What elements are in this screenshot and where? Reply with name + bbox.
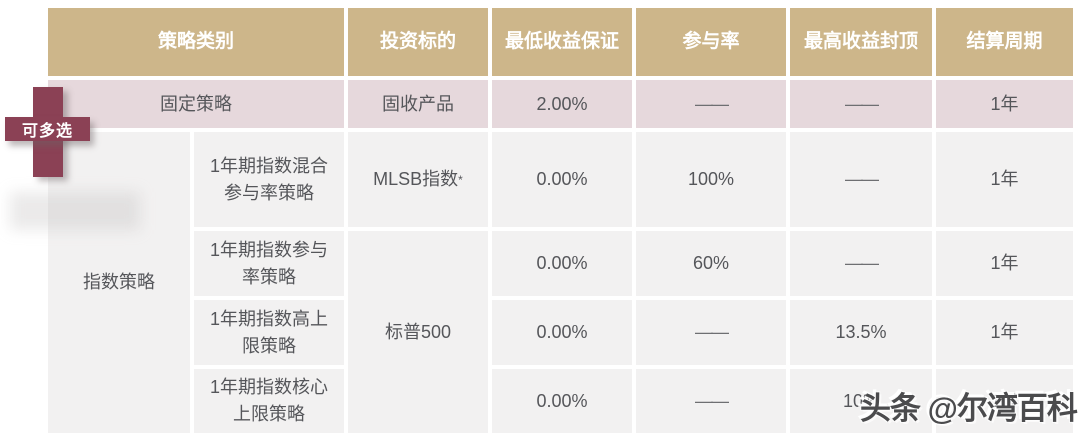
header-investment-target: 投资标的	[348, 8, 488, 76]
badge-ghost-shadow	[10, 192, 140, 230]
cell-fixed-category: 固定策略	[48, 80, 344, 128]
strategy-table: 策略类别 投资标的 最低收益保证 参与率 最高收益封顶 结算周期 固定策略 固收…	[48, 8, 1073, 433]
cell-cap: 10%	[790, 369, 932, 433]
cell-index-category: 指数策略	[48, 132, 190, 433]
cell-strategy-name: 1年期指数核心 上限策略	[194, 369, 344, 433]
header-settlement-period: 结算周期	[936, 8, 1073, 76]
cell-min-return: 0.00%	[492, 300, 632, 365]
cell-fixed-participation: ——	[636, 80, 786, 128]
cell-cap: 13.5%	[790, 300, 932, 365]
cell-strategy-name: 1年期指数混合 参与率策略	[194, 132, 344, 227]
cell-strategy-name: 1年期指数高上 限策略	[194, 300, 344, 365]
cell-min-return: 0.00%	[492, 132, 632, 227]
target-text: MLSB指数	[373, 169, 459, 189]
watermark-toutiao-erwan: 头条 @尔湾百科	[860, 391, 1078, 426]
cell-period: 1年	[936, 132, 1073, 227]
cell-shared-target-sp500: 标普500	[348, 231, 488, 433]
cell-participation: ——	[636, 369, 786, 433]
cell-index-target: MLSB指数 *	[348, 132, 488, 227]
cell-cap: ——	[790, 231, 932, 296]
multi-select-badge: 可多选	[5, 117, 90, 141]
cell-participation: ——	[636, 300, 786, 365]
cell-period: 1年	[936, 300, 1073, 365]
cell-cap: ——	[790, 132, 932, 227]
cell-participation: 60%	[636, 231, 786, 296]
cell-fixed-target: 固收产品	[348, 80, 488, 128]
cell-fixed-cap: ——	[790, 80, 932, 128]
cell-strategy-name: 1年期指数参与 率策略	[194, 231, 344, 296]
cell-fixed-period: 1年	[936, 80, 1073, 128]
header-strategy-category: 策略类别	[48, 8, 344, 76]
header-min-return-guarantee: 最低收益保证	[492, 8, 632, 76]
cell-min-return: 0.00%	[492, 369, 632, 433]
cell-min-return: 0.00%	[492, 231, 632, 296]
header-participation-rate: 参与率	[636, 8, 786, 76]
multi-select-badge-label: 可多选	[21, 123, 73, 140]
cell-fixed-min-return: 2.00%	[492, 80, 632, 128]
cell-period: 1年	[936, 369, 1073, 433]
cell-period: 1年	[936, 231, 1073, 296]
cell-participation: 100%	[636, 132, 786, 227]
header-max-return-cap: 最高收益封顶	[790, 8, 932, 76]
